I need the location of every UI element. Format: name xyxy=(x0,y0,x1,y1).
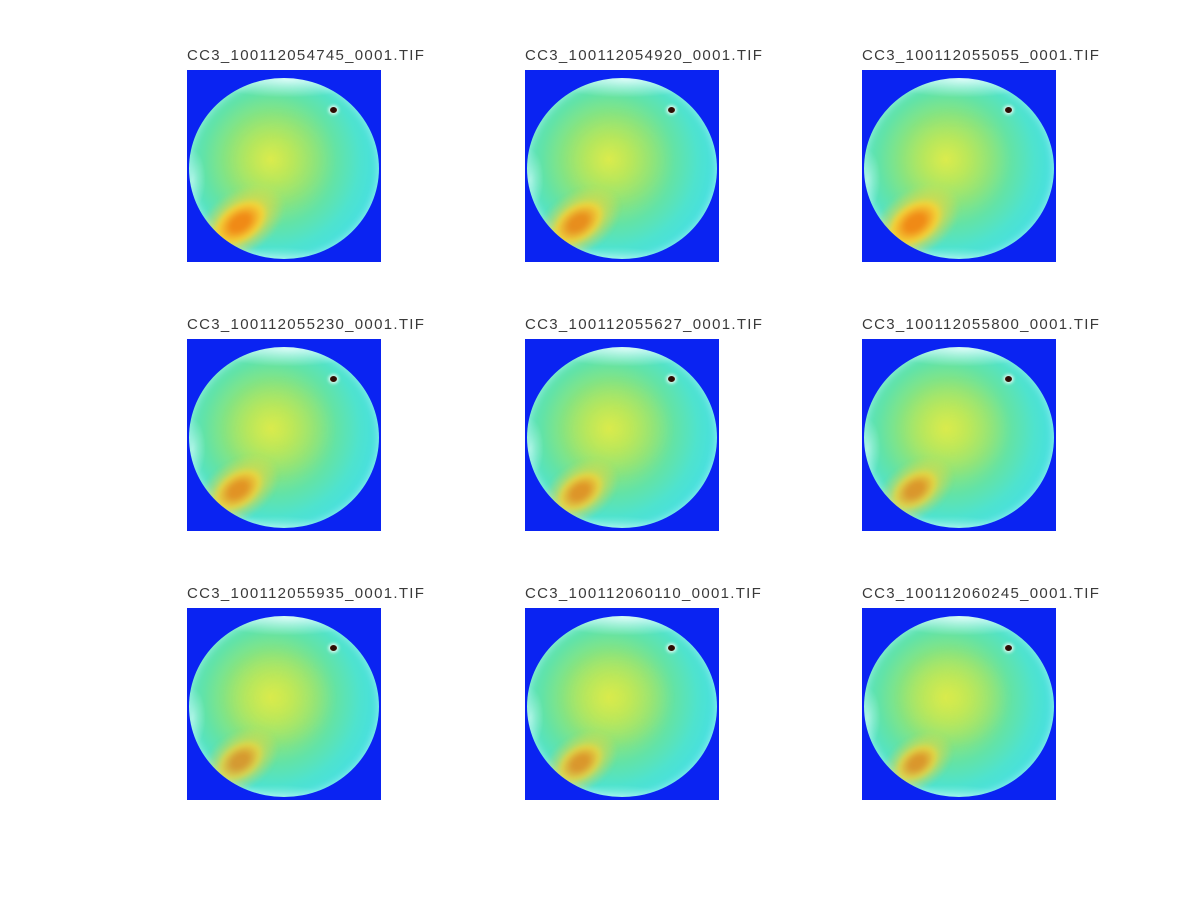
sky-image xyxy=(862,608,1056,800)
subplot-title: CC3_100112055055_0001.TIF xyxy=(862,47,1101,64)
subplot-title: CC3_100112055230_0001.TIF xyxy=(187,316,426,333)
subplot-tile: CC3_100112055230_0001.TIF xyxy=(187,316,424,531)
sky-disc xyxy=(863,346,1055,529)
subplot-tile: CC3_100112055627_0001.TIF xyxy=(525,316,762,531)
subplot-title: CC3_100112054745_0001.TIF xyxy=(187,47,426,64)
sky-disc xyxy=(863,615,1055,798)
sky-image xyxy=(187,339,381,531)
sky-disc xyxy=(188,77,380,260)
sun-blocker-dot-icon xyxy=(1004,107,1012,114)
subplot-title: CC3_100112060110_0001.TIF xyxy=(525,585,763,602)
subplot-title: CC3_100112055627_0001.TIF xyxy=(525,316,764,333)
subplot-tile: CC3_100112055935_0001.TIF xyxy=(187,585,424,800)
subplot-title: CC3_100112054920_0001.TIF xyxy=(525,47,764,64)
sky-image xyxy=(525,608,719,800)
sky-center-glow xyxy=(898,648,1009,749)
sun-blocker-dot-icon xyxy=(329,376,337,383)
sky-disc xyxy=(526,615,718,798)
sky-image xyxy=(525,70,719,262)
sun-blocker-dot-icon xyxy=(1004,645,1012,652)
sky-image xyxy=(187,70,381,262)
sky-image xyxy=(862,70,1056,262)
sun-blocker-dot-icon xyxy=(667,645,675,652)
sky-disc xyxy=(526,346,718,529)
subplot-tile: CC3_100112055800_0001.TIF xyxy=(862,316,1099,531)
sky-image xyxy=(187,608,381,800)
subplot-title: CC3_100112055800_0001.TIF xyxy=(862,316,1101,333)
sun-blocker-dot-icon xyxy=(667,107,675,114)
subplot-tile: CC3_100112060110_0001.TIF xyxy=(525,585,761,800)
subplot-tile: CC3_100112060245_0001.TIF xyxy=(862,585,1099,800)
subplot-title: CC3_100112060245_0001.TIF xyxy=(862,585,1101,602)
subplot-title: CC3_100112055935_0001.TIF xyxy=(187,585,426,602)
sky-disc xyxy=(526,77,718,260)
sun-blocker-dot-icon xyxy=(1004,376,1012,383)
sky-disc xyxy=(863,77,1055,260)
sun-blocker-dot-icon xyxy=(329,645,337,652)
sky-disc xyxy=(188,346,380,529)
subplot-tile: CC3_100112055055_0001.TIF xyxy=(862,47,1099,262)
sun-blocker-dot-icon xyxy=(329,107,337,114)
sky-image xyxy=(525,339,719,531)
subplot-tile: CC3_100112054920_0001.TIF xyxy=(525,47,762,262)
sky-disc xyxy=(188,615,380,798)
subplot-tile: CC3_100112054745_0001.TIF xyxy=(187,47,424,262)
sun-blocker-dot-icon xyxy=(667,376,675,383)
sky-image xyxy=(862,339,1056,531)
